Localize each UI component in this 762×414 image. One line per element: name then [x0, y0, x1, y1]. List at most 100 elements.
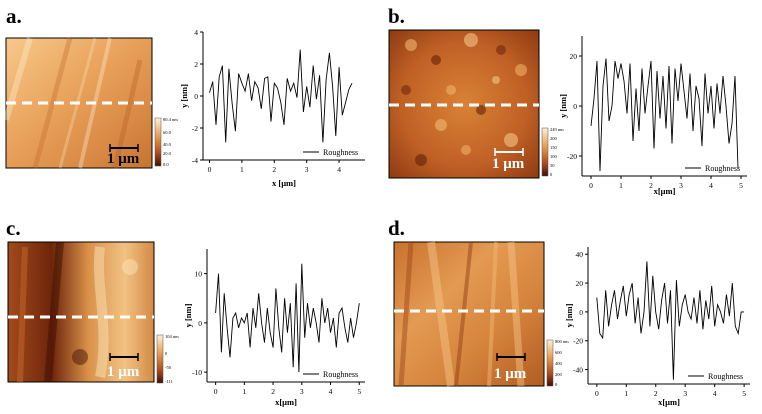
chart-b: 20 0 -20 0 1 2 3 4 5 x[μm] y [nm] Roughness [558, 36, 747, 196]
panel-label: a. [6, 4, 22, 28]
svg-text:249 nm: 249 nm [550, 127, 564, 132]
y-tick-label: -2 [192, 124, 198, 133]
svg-text:50: 50 [550, 163, 555, 168]
colorbar [546, 339, 554, 387]
colorbar-ticks: 249 nm 200 150 100 50 0 [550, 127, 564, 177]
svg-text:800 nm: 800 nm [555, 339, 569, 344]
afm-image-c-svg: 1 μm 104 nm 0 -50 -111 10 0 -10 0 1 2 3 4 5 x[μm]… [7, 241, 365, 407]
svg-text:60.0: 60.0 [163, 130, 172, 135]
x-tick-label: 1 [619, 181, 623, 190]
colorbar-ticks: 80.4 nm 60.0 40.0 20.0 0.0 [163, 117, 178, 167]
svg-text:0: 0 [550, 172, 553, 177]
y-tick-label: 0 [198, 319, 202, 328]
svg-text:104 nm: 104 nm [165, 334, 179, 339]
svg-text:200: 200 [555, 372, 563, 377]
y-tick-label: -20 [567, 152, 577, 161]
chart-c: 10 0 -10 0 1 2 3 4 5 x[μm] y [nm] Roughness [183, 249, 365, 407]
colorbar-ticks: 800 nm 600 400 200 0 [555, 339, 569, 387]
y-axis-label: y [nm] [179, 84, 189, 108]
series-line-roughness [215, 263, 360, 373]
y-tick-label: 0 [579, 308, 583, 317]
y-axis-label: y [nm] [564, 303, 574, 327]
y-axis-label: y [nm] [558, 94, 568, 118]
colorbar-ticks: 104 nm 0 -50 -111 [165, 334, 179, 384]
afm-texture [398, 241, 525, 387]
y-tick-label: -20 [573, 337, 583, 346]
panel-label: b. [388, 4, 405, 28]
x-tick-label: 5 [742, 389, 746, 398]
scale-bar-label: 1 μm [107, 364, 140, 380]
series-line-roughness [596, 261, 745, 380]
x-tick-label: 1 [624, 389, 628, 398]
svg-text:0.0: 0.0 [163, 162, 169, 167]
x-tick-label: 3 [679, 181, 683, 190]
colorbar [541, 127, 549, 177]
scale-bar-label: 1 μm [494, 366, 527, 382]
x-tick-label: 0 [214, 387, 218, 396]
afm-texture [401, 33, 527, 166]
x-tick-label: 3 [305, 165, 309, 174]
x-tick-label: 2 [272, 165, 276, 174]
y-tick-label: 0 [573, 102, 577, 111]
x-axis-label: x[μm] [275, 397, 297, 407]
svg-text:-50: -50 [165, 365, 172, 370]
x-tick-label: 3 [300, 387, 304, 396]
x-axis-label: x[μm] [654, 186, 676, 196]
x-tick-label: 3 [683, 389, 687, 398]
svg-text:600: 600 [555, 350, 563, 355]
series-line-roughness [209, 49, 353, 143]
svg-text:0: 0 [555, 382, 558, 387]
afm-texture [17, 241, 138, 383]
svg-text:400: 400 [555, 361, 563, 366]
legend-label: Roughness [705, 164, 740, 173]
svg-text:150: 150 [550, 145, 558, 150]
svg-text:40.0: 40.0 [163, 142, 172, 147]
x-tick-label: 0 [589, 181, 593, 190]
x-tick-label: 4 [709, 181, 713, 190]
panel-label: d. [388, 216, 405, 240]
y-tick-label: 20 [576, 279, 584, 288]
x-tick-label: 4 [337, 165, 341, 174]
chart-a: 4 2 0 -2 -4 0 1 2 3 4 x [μm] y [nm] Roughness [179, 28, 365, 188]
x-tick-label: 5 [739, 181, 743, 190]
svg-text:200: 200 [550, 136, 558, 141]
scale-bar-label: 1 μm [107, 151, 140, 167]
y-tick-label: 40 [576, 250, 584, 259]
afm-image [393, 241, 545, 387]
x-axis-label: x[μm] [658, 397, 680, 407]
legend-label: Roughness [708, 372, 743, 381]
y-tick-label: 4 [194, 28, 198, 37]
afm-image-a-svg: 1 μm 80.4 nm 60.0 40.0 20.0 0.0 4 2 0 -2 -4 0… [3, 28, 365, 188]
colorbar [156, 334, 164, 384]
svg-text:100: 100 [550, 154, 558, 159]
x-tick-label: 2 [271, 387, 275, 396]
x-tick-label: 0 [595, 389, 599, 398]
y-axis-label: y [nm] [183, 303, 193, 327]
scale-bar-label: 1 μm [492, 156, 525, 172]
svg-text:0: 0 [165, 351, 168, 356]
y-tick-label: 10 [195, 270, 203, 279]
y-tick-label: 2 [194, 60, 198, 69]
legend-label: Roughness [323, 148, 358, 157]
chart-d: 40 20 0 -20 -40 0 1 2 3 4 5 x[μm] y [nm] Roughness [564, 247, 750, 407]
x-tick-label: 4 [713, 389, 717, 398]
colorbar [154, 117, 162, 167]
y-tick-label: 0 [194, 92, 198, 101]
svg-text:-111: -111 [165, 379, 173, 384]
x-tick-label: 2 [649, 181, 653, 190]
x-axis-label: x [μm] [272, 178, 296, 188]
x-tick-label: 2 [654, 389, 658, 398]
svg-text:20.0: 20.0 [163, 151, 172, 156]
svg-text:80.4 nm: 80.4 nm [163, 117, 178, 122]
x-tick-label: 5 [357, 387, 361, 396]
y-tick-label: -40 [573, 366, 583, 375]
x-tick-label: 1 [240, 165, 244, 174]
y-tick-label: 20 [570, 52, 578, 61]
legend-label: Roughness [323, 370, 358, 379]
y-tick-label: -10 [192, 368, 202, 377]
x-tick-label: 1 [242, 387, 246, 396]
afm-image-b-svg: 1 μm 249 nm 200 150 100 50 0 200-200 1 2 3 4… [388, 29, 747, 196]
y-tick-label: -4 [192, 156, 198, 165]
series-line-roughness [590, 58, 739, 172]
